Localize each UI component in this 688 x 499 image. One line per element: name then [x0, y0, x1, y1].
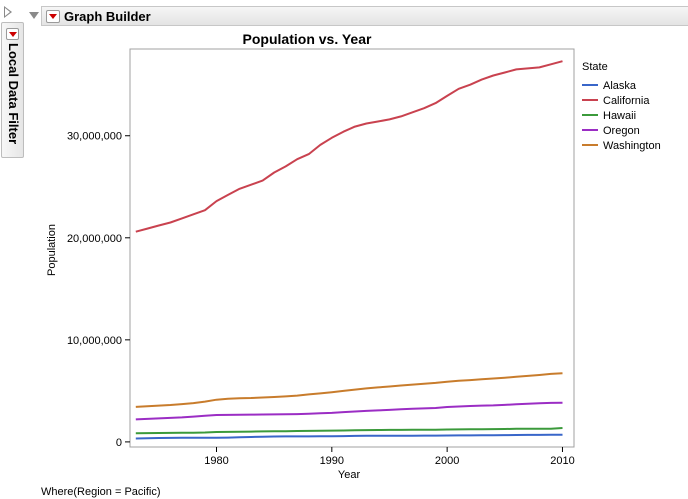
expand-triangle-icon[interactable] [4, 6, 12, 18]
where-clause: Where(Region = Pacific) [41, 486, 161, 498]
local-data-filter-label: Local Data Filter [6, 43, 21, 145]
series-line-washington[interactable] [135, 372, 563, 408]
y-tick-label: 30,000,000 [67, 131, 122, 143]
legend-label-hawaii[interactable]: Hawaii [603, 110, 636, 122]
legend-label-oregon[interactable]: Oregon [603, 125, 640, 137]
x-tick-label: 1990 [320, 455, 344, 467]
local-data-filter-panel: Local Data Filter [0, 0, 24, 160]
x-tick-label: 2010 [550, 455, 574, 467]
graph-builder-title: Graph Builder [64, 9, 151, 24]
graph-builder-header: Graph Builder [41, 6, 688, 26]
x-tick-label: 2000 [435, 455, 459, 467]
legend-label-california[interactable]: California [603, 95, 650, 107]
series-line-california[interactable] [135, 60, 563, 233]
legend-label-alaska[interactable]: Alaska [603, 80, 637, 92]
series-line-oregon[interactable] [135, 401, 563, 421]
series-line-hawaii[interactable] [135, 427, 563, 435]
collapse-triangle-icon[interactable] [29, 12, 39, 19]
red-triangle-menu-icon[interactable] [46, 10, 60, 23]
y-tick-label: 10,000,000 [67, 335, 122, 347]
x-tick-label: 1980 [204, 455, 228, 467]
legend-title: State [582, 61, 608, 73]
y-tick-label: 0 [116, 437, 122, 449]
x-axis-title: Year [338, 469, 361, 481]
red-triangle-menu-icon[interactable] [6, 28, 19, 40]
y-axis-title: Population [46, 224, 58, 276]
plot-area[interactable] [129, 48, 575, 448]
series-line-alaska[interactable] [135, 433, 563, 440]
legend-label-washington[interactable]: Washington [603, 140, 661, 152]
chart-title: Population vs. Year [243, 31, 372, 47]
y-tick-label: 20,000,000 [67, 233, 122, 245]
local-data-filter-tab[interactable]: Local Data Filter [1, 22, 24, 158]
